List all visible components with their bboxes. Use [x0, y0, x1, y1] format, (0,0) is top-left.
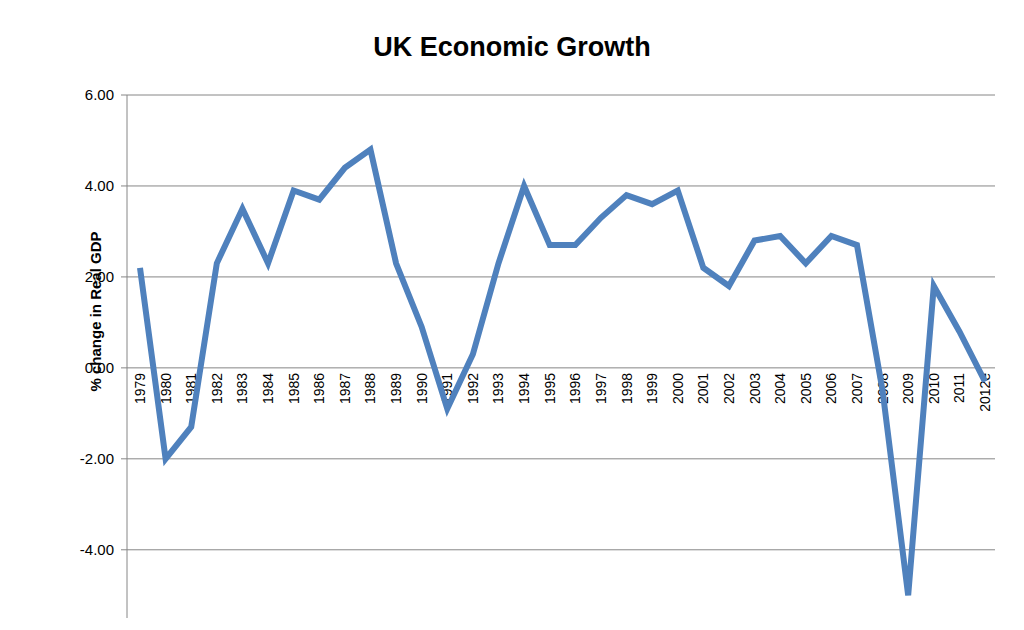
x-tick-label: 1983 [234, 373, 250, 404]
data-line [140, 150, 985, 596]
y-axis-label: % change in Real GDP [87, 231, 104, 391]
x-tick-label: 2002 [721, 373, 737, 404]
x-tick-label: 1997 [593, 373, 609, 404]
x-tick-label: 1998 [619, 373, 635, 404]
x-tick-label: 2004 [772, 373, 788, 404]
x-tick-label: 1979 [132, 373, 148, 404]
x-tick-label: 1995 [542, 373, 558, 404]
x-tick-label: 2006 [823, 373, 839, 404]
x-tick-label: 2000 [670, 373, 686, 404]
y-tick-label: -2.00 [80, 450, 114, 467]
grid-line [127, 367, 995, 368]
x-tick-label: 2007 [849, 373, 865, 404]
x-tick-label: 1989 [388, 373, 404, 404]
y-tick [121, 367, 127, 368]
x-tick-label: 1987 [337, 373, 353, 404]
x-tick-label: 1996 [567, 373, 583, 404]
x-tick-label: 1994 [516, 373, 532, 404]
x-tick-label: 2001 [695, 373, 711, 404]
x-tick-label: 1984 [260, 373, 276, 404]
chart-title: UK Economic Growth [373, 32, 651, 62]
grid-line [127, 549, 995, 550]
y-tick [121, 458, 127, 459]
x-tick-label: 1992 [465, 373, 481, 404]
y-tick-label: 6.00 [85, 86, 114, 103]
y-tick [121, 549, 127, 550]
grid-line [127, 185, 995, 186]
x-tick-label: 1990 [414, 373, 430, 404]
x-tick-label: 1993 [490, 373, 506, 404]
x-tick-label: 1988 [362, 373, 378, 404]
y-tick-label: 4.00 [85, 177, 114, 194]
grid-line [127, 458, 995, 459]
y-tick [121, 185, 127, 186]
plot-area [140, 150, 985, 596]
x-tick-label: 2009 [900, 373, 916, 404]
y-tick [121, 95, 127, 96]
x-tick-label: 1982 [209, 373, 225, 404]
x-tick-label: 2003 [747, 373, 763, 404]
y-tick [121, 276, 127, 277]
y-axis [127, 95, 128, 618]
chart-container: -4.00-2.000.002.004.006.00UK Economic Gr… [0, 0, 1024, 630]
x-tick-label: 2005 [798, 373, 814, 404]
x-tick-label: 1986 [311, 373, 327, 404]
x-tick-label: 2011 [951, 373, 967, 403]
chart-svg: -4.00-2.000.002.004.006.00UK Economic Gr… [0, 0, 1024, 630]
x-tick-label: 1985 [286, 373, 302, 404]
x-tick-label: 1999 [644, 373, 660, 404]
y-tick-label: -4.00 [80, 541, 114, 558]
grid-line [127, 95, 995, 96]
